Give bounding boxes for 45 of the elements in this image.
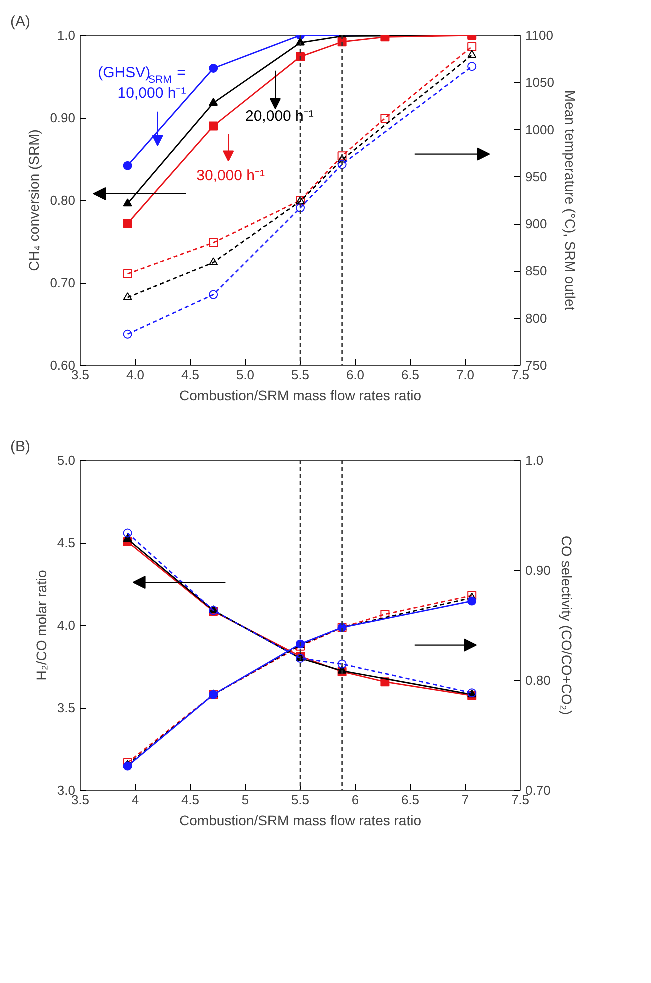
y2-tick-label: 900 [526,216,548,232]
x-tick-label: 5.5 [291,368,310,382]
legend-label: 20,000 h⁻¹ [246,108,314,125]
x-tick-label: 6.5 [401,792,420,808]
x-tick-label: 7.0 [456,368,475,382]
y2-tick-label: 750 [526,358,548,373]
y2-axis-title: CO selectivity (CO/CO+CO₂) [558,536,575,716]
chart-title: (A) [10,14,30,30]
x-tick-label: 6.5 [401,368,420,382]
y-tick-label: 5.0 [57,453,76,468]
y2-tick-label: 800 [526,310,548,326]
y2-tick-label: 1050 [526,75,554,90]
x-axis-title: Combustion/SRM mass flow rates ratio [180,812,422,828]
x-tick-label: 4 [132,792,140,808]
y2-tick-label: 850 [526,264,548,279]
y2-tick-label: 0.90 [526,563,551,578]
y2-tick-label: 950 [526,169,548,184]
y2-tick-label: 0.80 [526,673,551,688]
legend-label: 30,000 h⁻¹ [196,167,265,184]
y-axis-title: CH₄ conversion (SRM) [26,130,42,272]
y-tick-label: 1.0 [57,28,76,43]
x-tick-label: 6 [352,792,360,808]
y-axis-title: H₂/CO molar ratio [33,570,50,681]
y2-tick-label: 1.0 [526,453,544,468]
x-axis-title: Combustion/SRM mass flow rates ratio [180,388,422,404]
x-tick-label: 4.0 [126,368,145,382]
y-tick-label: 4.5 [57,536,76,550]
x-tick-label: 5 [242,792,250,808]
x-tick-label: 5.0 [236,368,255,382]
y-tick-label: 0.70 [50,276,76,290]
chart-title: (B) [10,438,30,456]
y-tick-label: 0.80 [50,193,76,208]
x-tick-label: 4.5 [181,368,200,382]
y2-axis-title: Mean temperature (°C), SRM outlet [562,90,578,311]
x-tick-label: 6.0 [346,368,365,382]
x-tick-label: 5.5 [291,792,310,808]
x-tick-label: 7 [462,792,470,808]
x-tick-label: 4.5 [181,792,200,808]
y-tick-label: 3.5 [57,700,76,716]
y2-tick-label: 1100 [526,28,554,43]
y2-tick-label: 0.70 [526,783,551,798]
y2-tick-label: 1000 [526,122,554,138]
y-tick-label: 0.90 [50,110,76,126]
series-label: 10,000 h⁻¹ [118,84,186,102]
y-tick-label: 4.0 [57,618,76,633]
